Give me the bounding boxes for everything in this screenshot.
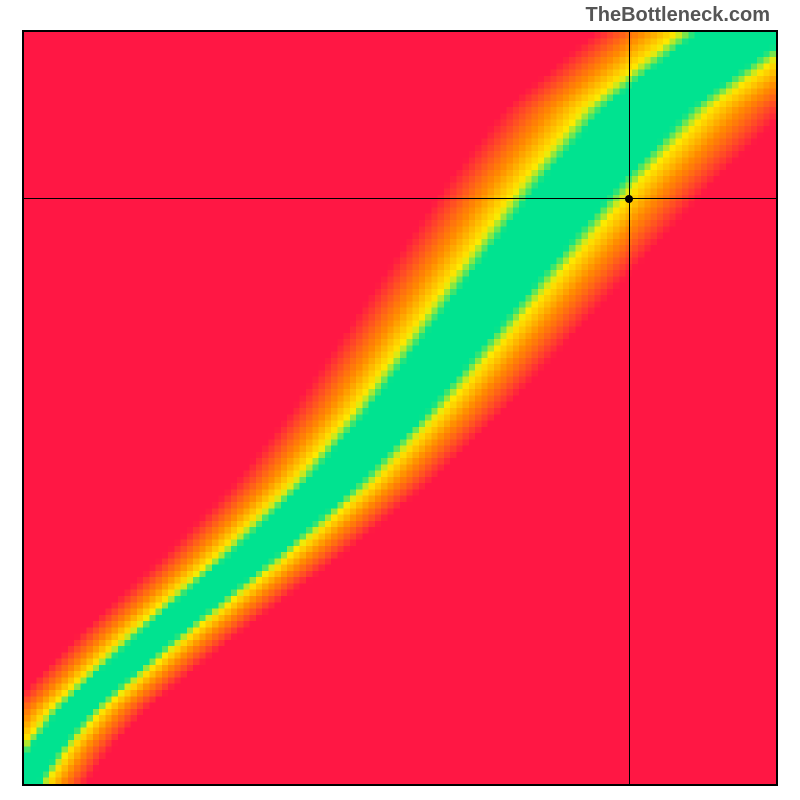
crosshair-horizontal: [24, 198, 776, 199]
watermark-text: TheBottleneck.com: [586, 4, 770, 27]
heatmap-canvas: [24, 32, 776, 784]
chart-container: TheBottleneck.com: [0, 0, 800, 800]
crosshair-vertical: [629, 32, 630, 784]
crosshair-marker-dot: [625, 195, 633, 203]
bottleneck-heatmap: [22, 30, 778, 786]
